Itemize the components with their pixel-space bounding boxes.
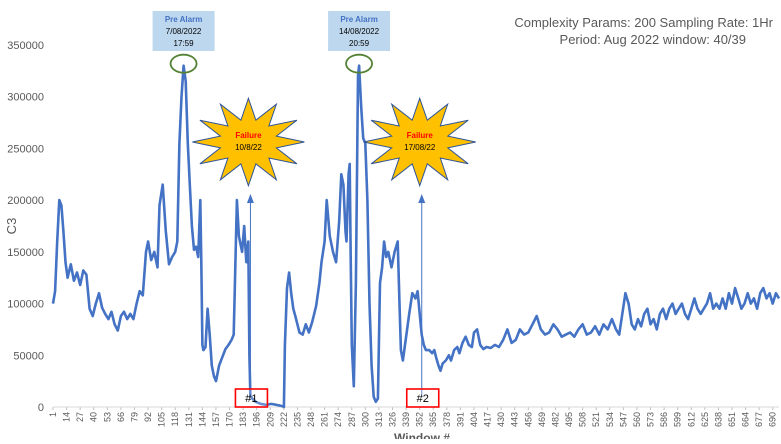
x-tick-label: 586 (659, 412, 669, 427)
failure-annotation: Failure 17/08/22 #2 (363, 96, 476, 408)
x-tick-label: 14 (62, 412, 72, 422)
failure-marker-box (234, 388, 269, 408)
pre-alarm-annotation: Pre Alarm 7/08/2022 17:59 (152, 11, 215, 74)
failure-marker-box (405, 388, 440, 408)
x-tick-label: 300 (360, 412, 370, 427)
x-tick-label: 599 (673, 412, 683, 427)
x-tick-label: 664 (741, 412, 751, 427)
x-tick-label: 404 (469, 412, 479, 427)
x-tick-label: 482 (550, 412, 560, 427)
failure-star (192, 96, 305, 188)
pre-alarm-title: Pre Alarm (340, 15, 378, 24)
pre-alarm-box (152, 11, 215, 51)
failure-annotation: Failure 10/8/22 #1 (192, 96, 305, 408)
y-tick-label: 250000 (7, 143, 44, 155)
failure-arrowhead (418, 194, 426, 203)
x-tick-label: 261 (320, 412, 330, 427)
x-tick-label: 378 (442, 412, 452, 427)
x-tick-label: 534 (605, 412, 615, 427)
x-tick-label: 573 (646, 412, 656, 427)
x-tick-label: 170 (225, 412, 235, 427)
pre-alarm-box (328, 11, 391, 51)
pre-alarm-time: 20:59 (349, 39, 370, 48)
x-tick-label: 521 (591, 412, 601, 427)
x-tick-label: 508 (578, 412, 588, 427)
series-line (51, 64, 781, 409)
x-tick-label: 443 (510, 412, 520, 427)
x-axis: 1 14 27 40 53 66 79 92 105 118 131 144 157 170 183 196 2… (48, 406, 779, 427)
y-tick-label: 0 (38, 402, 44, 414)
x-tick-label: 53 (102, 412, 112, 422)
x-tick-label: 560 (632, 412, 642, 427)
y-tick-label: 50000 (13, 350, 44, 362)
failure-title: Failure (235, 131, 262, 140)
peak-circle (345, 53, 373, 74)
x-tick-label: 1 (48, 412, 58, 417)
x-tick-label: 209 (265, 412, 275, 427)
x-tick-label: 547 (618, 412, 628, 427)
y-tick-label: 200000 (7, 195, 44, 207)
failure-arrowhead (246, 194, 254, 203)
x-tick-label: 456 (523, 412, 533, 427)
y-axis: 0 50000 100000 150000 200000 250000 300000 3500… (7, 40, 44, 414)
x-tick-label: 157 (211, 412, 221, 427)
x-tick-label: 105 (157, 412, 167, 427)
x-tick-label: 118 (170, 412, 180, 426)
x-tick-label: 287 (347, 412, 357, 427)
failure-star (363, 96, 476, 188)
x-tick-label: 40 (89, 412, 99, 422)
x-tick-label: 196 (252, 412, 262, 427)
pre-alarm-annotation: Pre Alarm 14/08/2022 20:59 (328, 11, 391, 74)
x-tick-label: 235 (292, 412, 302, 427)
pre-alarm-time: 17:59 (174, 39, 195, 48)
pre-alarm-title: Pre Alarm (165, 15, 203, 24)
x-tick-label: 222 (279, 412, 289, 427)
x-tick-label: 352 (415, 412, 425, 427)
x-tick-label: 313 (374, 412, 384, 427)
failure-date: 10/8/22 (235, 143, 262, 152)
x-tick-label: 612 (686, 412, 696, 427)
x-tick-label: 651 (727, 412, 737, 427)
y-axis-label: C3 (4, 218, 19, 235)
x-tick-label: 365 (428, 412, 438, 427)
x-tick-label: 391 (455, 412, 465, 427)
x-tick-label: 183 (238, 412, 248, 427)
x-tick-label: 417 (483, 412, 493, 427)
x-tick-label: 339 (401, 412, 411, 427)
params-text-line2: Period: Aug 2022 window: 40/39 (560, 32, 746, 47)
pre-alarm-date: 14/08/2022 (339, 27, 380, 36)
x-tick-label: 92 (143, 412, 153, 422)
x-tick-label: 469 (537, 412, 547, 427)
x-tick-label: 625 (700, 412, 710, 427)
y-tick-label: 350000 (7, 40, 44, 52)
x-tick-label: 79 (129, 412, 139, 422)
x-tick-label: 144 (197, 412, 207, 427)
params-text-line1: Complexity Params: 200 Sampling Rate: 1H… (514, 15, 773, 30)
x-tick-label: 677 (754, 412, 764, 427)
failure-marker-label: #2 (417, 393, 429, 405)
x-tick-label: 638 (713, 412, 723, 427)
peak-circle (169, 53, 198, 74)
pre-alarm-date: 7/08/2022 (166, 27, 202, 36)
x-tick-label: 66 (116, 412, 126, 422)
x-tick-label: 248 (306, 412, 316, 427)
failure-title: Failure (407, 131, 434, 140)
x-tick-label: 27 (75, 412, 85, 422)
x-tick-label: 495 (564, 412, 574, 427)
y-tick-label: 150000 (7, 247, 44, 259)
x-tick-label: 274 (333, 412, 343, 427)
x-tick-label: 131 (184, 412, 194, 427)
failure-date: 17/08/22 (404, 143, 436, 152)
x-tick-label: 690 (768, 412, 778, 427)
y-tick-label: 100000 (7, 299, 44, 311)
failure-marker-label: #1 (245, 393, 257, 405)
x-axis-label: Window # (394, 431, 450, 439)
x-tick-label: 430 (496, 412, 506, 427)
x-tick-label: 326 (387, 412, 397, 427)
y-tick-label: 300000 (7, 92, 44, 104)
